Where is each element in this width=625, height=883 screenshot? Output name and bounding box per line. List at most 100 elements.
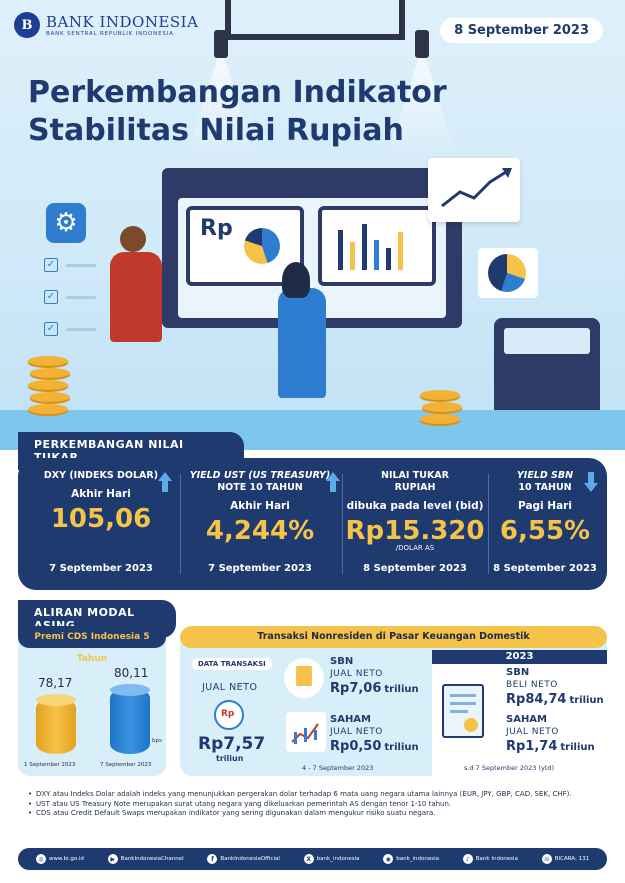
man-head <box>120 226 146 252</box>
ytd-sbn-value: Rp84,74 <box>506 692 567 707</box>
logo-subtitle: BANK SENTRAL REPUBLIK INDONESIA <box>46 31 174 37</box>
footnote: UST atau US Treasury Note merupakan sura… <box>28 800 598 810</box>
monitor-screen: Rp <box>178 198 446 318</box>
saham-title: SAHAM <box>330 714 372 725</box>
sbn-award-icon <box>284 658 324 698</box>
cds-before-date: 1 September 2023 <box>24 762 76 768</box>
rupiah-flow-icon: Rp <box>214 700 244 730</box>
footer-text: BICARA: 131 <box>554 856 590 862</box>
sbn-value: Rp7,06 <box>330 681 382 696</box>
indicator-value: 105,06 <box>50 504 152 534</box>
indicator-date: 8 September 2023 <box>493 563 597 574</box>
footer-facebook[interactable]: f BankIndonesiaOfficial <box>207 854 280 864</box>
pie-chart-icon <box>244 228 280 264</box>
checklist-line <box>66 264 96 267</box>
saham-value: Rp0,50 <box>330 739 382 754</box>
bank-indonesia-emblem: B <box>14 12 40 38</box>
arrow-up-icon <box>158 472 172 492</box>
ytd-saham-title: SAHAM <box>506 714 548 725</box>
check-icon: ✓ <box>44 322 58 336</box>
ytd-saham-unit: triliun <box>560 742 595 753</box>
date-badge: 8 September 2023 <box>440 18 603 43</box>
ytd-saham-value: Rp1,74 <box>506 739 558 754</box>
indicator-date: 7 September 2023 <box>49 563 153 574</box>
facebook-icon: f <box>207 854 218 864</box>
gear-icon: ⚙ <box>46 203 86 243</box>
title-line-1: Perkembangan Indikator <box>28 75 447 110</box>
footer-youtube[interactable]: ▶ BankIndonesiaChannel <box>107 854 184 864</box>
ytd-sbn-value-row: Rp84,74 triliun <box>506 692 604 707</box>
cds-panel: Premi CDS Indonesia 5 Tahun 78,17 80,11 … <box>18 626 166 776</box>
coin-icon <box>28 404 68 414</box>
arrow-up-icon <box>326 472 340 492</box>
footer-text: BankIndonesiaChannel <box>120 856 184 862</box>
total-value: Rp7,57 <box>198 734 266 754</box>
footnote: CDS atau Credit Default Swaps merupakan … <box>28 809 598 819</box>
logo-name: BANK INDONESIA <box>46 13 199 31</box>
x-icon: X <box>303 854 314 864</box>
footer-text: BankIndonesiaOfficial <box>220 856 280 862</box>
check-icon: ✓ <box>44 290 58 304</box>
footer-bicara[interactable]: ☏ BICARA: 131 <box>541 854 590 864</box>
indicator-heading: NILAI TUKAR <box>381 470 449 481</box>
indicator-subtitle: Akhir Hari <box>230 500 290 512</box>
indicator-subtitle: Pagi Hari <box>518 500 572 512</box>
bar-chart-panel <box>318 206 436 286</box>
cds-before-cylinder <box>36 698 76 754</box>
woman-head <box>282 262 310 298</box>
sbn-unit: triliun <box>384 684 419 695</box>
coin-icon <box>28 356 68 366</box>
cds-after-date: 7 September 2023 <box>100 762 152 768</box>
saham-label: JUAL NETO <box>330 727 383 737</box>
indicator-subtitle: dibuka pada level (bid) <box>346 500 484 512</box>
indicator-heading-2: 10 TAHUN <box>518 482 572 493</box>
indicator-heading: YIELD SBN <box>516 470 574 481</box>
sbn-title: SBN <box>330 656 354 667</box>
ytd-year: 2023 <box>432 650 607 664</box>
saham-unit: triliun <box>384 742 419 753</box>
indicator-subtitle: Akhir Hari <box>71 488 131 500</box>
pie-chart-icon <box>488 254 526 292</box>
checklist-line <box>66 296 96 299</box>
trend-up-icon <box>441 168 512 208</box>
footer-tiktok[interactable]: ♪ Bank Indonesia <box>462 854 518 864</box>
coin-icon <box>422 402 462 412</box>
coin-icon <box>30 368 70 378</box>
coin-icon <box>30 392 70 402</box>
youtube-icon: ▶ <box>107 854 118 864</box>
indicator-unit: /DOLAR AS <box>395 544 435 552</box>
indicator-ust: YIELD UST (US TREASURY) NOTE 10 TAHUN Ak… <box>182 458 338 590</box>
coin-icon <box>420 390 460 400</box>
coin-icon <box>28 380 68 390</box>
cds-after-value: 80,11 <box>114 666 149 680</box>
ytd-saham-value-row: Rp1,74 triliun <box>506 739 595 754</box>
indicator-sbn: YIELD SBN 10 TAHUN Pagi Hari 6,55% 8 Sep… <box>488 458 602 590</box>
document-icon <box>442 684 484 738</box>
footer-text: www.bi.go.id <box>48 856 84 862</box>
arrow-down-icon <box>584 472 598 492</box>
divider <box>342 474 343 574</box>
ytd-sbn-unit: triliun <box>569 695 604 706</box>
man-figure <box>110 252 162 342</box>
footer-text: Bank Indonesia <box>475 856 518 862</box>
indicator-heading-2: RUPIAH <box>394 482 436 493</box>
exchange-indicators-panel: DXY (INDEKS DOLAR) Akhir Hari 105,06 7 S… <box>18 458 607 590</box>
spotlight-icon <box>415 30 429 58</box>
rp-symbol: Rp <box>200 216 233 241</box>
coin-icon <box>420 414 460 424</box>
cylinder-top <box>110 684 150 696</box>
sbn-label: JUAL NETO <box>330 669 383 679</box>
footer-instagram[interactable]: ◉ bank_indonesia <box>383 854 439 864</box>
ytd-period: s.d 7 September 2023 (ytd) <box>464 764 555 772</box>
nonresident-title: Transaksi Nonresiden di Pasar Keuangan D… <box>180 626 607 648</box>
footer-website[interactable]: ◎ www.bi.go.id <box>35 854 84 864</box>
page-title: Perkembangan Indikator Stabilitas Nilai … <box>28 74 447 150</box>
indicator-heading: DXY (INDEKS DOLAR) <box>43 470 159 481</box>
divider <box>488 474 489 574</box>
cds-title: Premi CDS Indonesia 5 Tahun <box>18 626 166 664</box>
sbn-value-row: Rp7,06 triliun <box>330 681 419 696</box>
divider <box>180 474 181 574</box>
saham-value-row: Rp0,50 triliun <box>330 739 419 754</box>
bar-chart-icon <box>338 224 403 270</box>
